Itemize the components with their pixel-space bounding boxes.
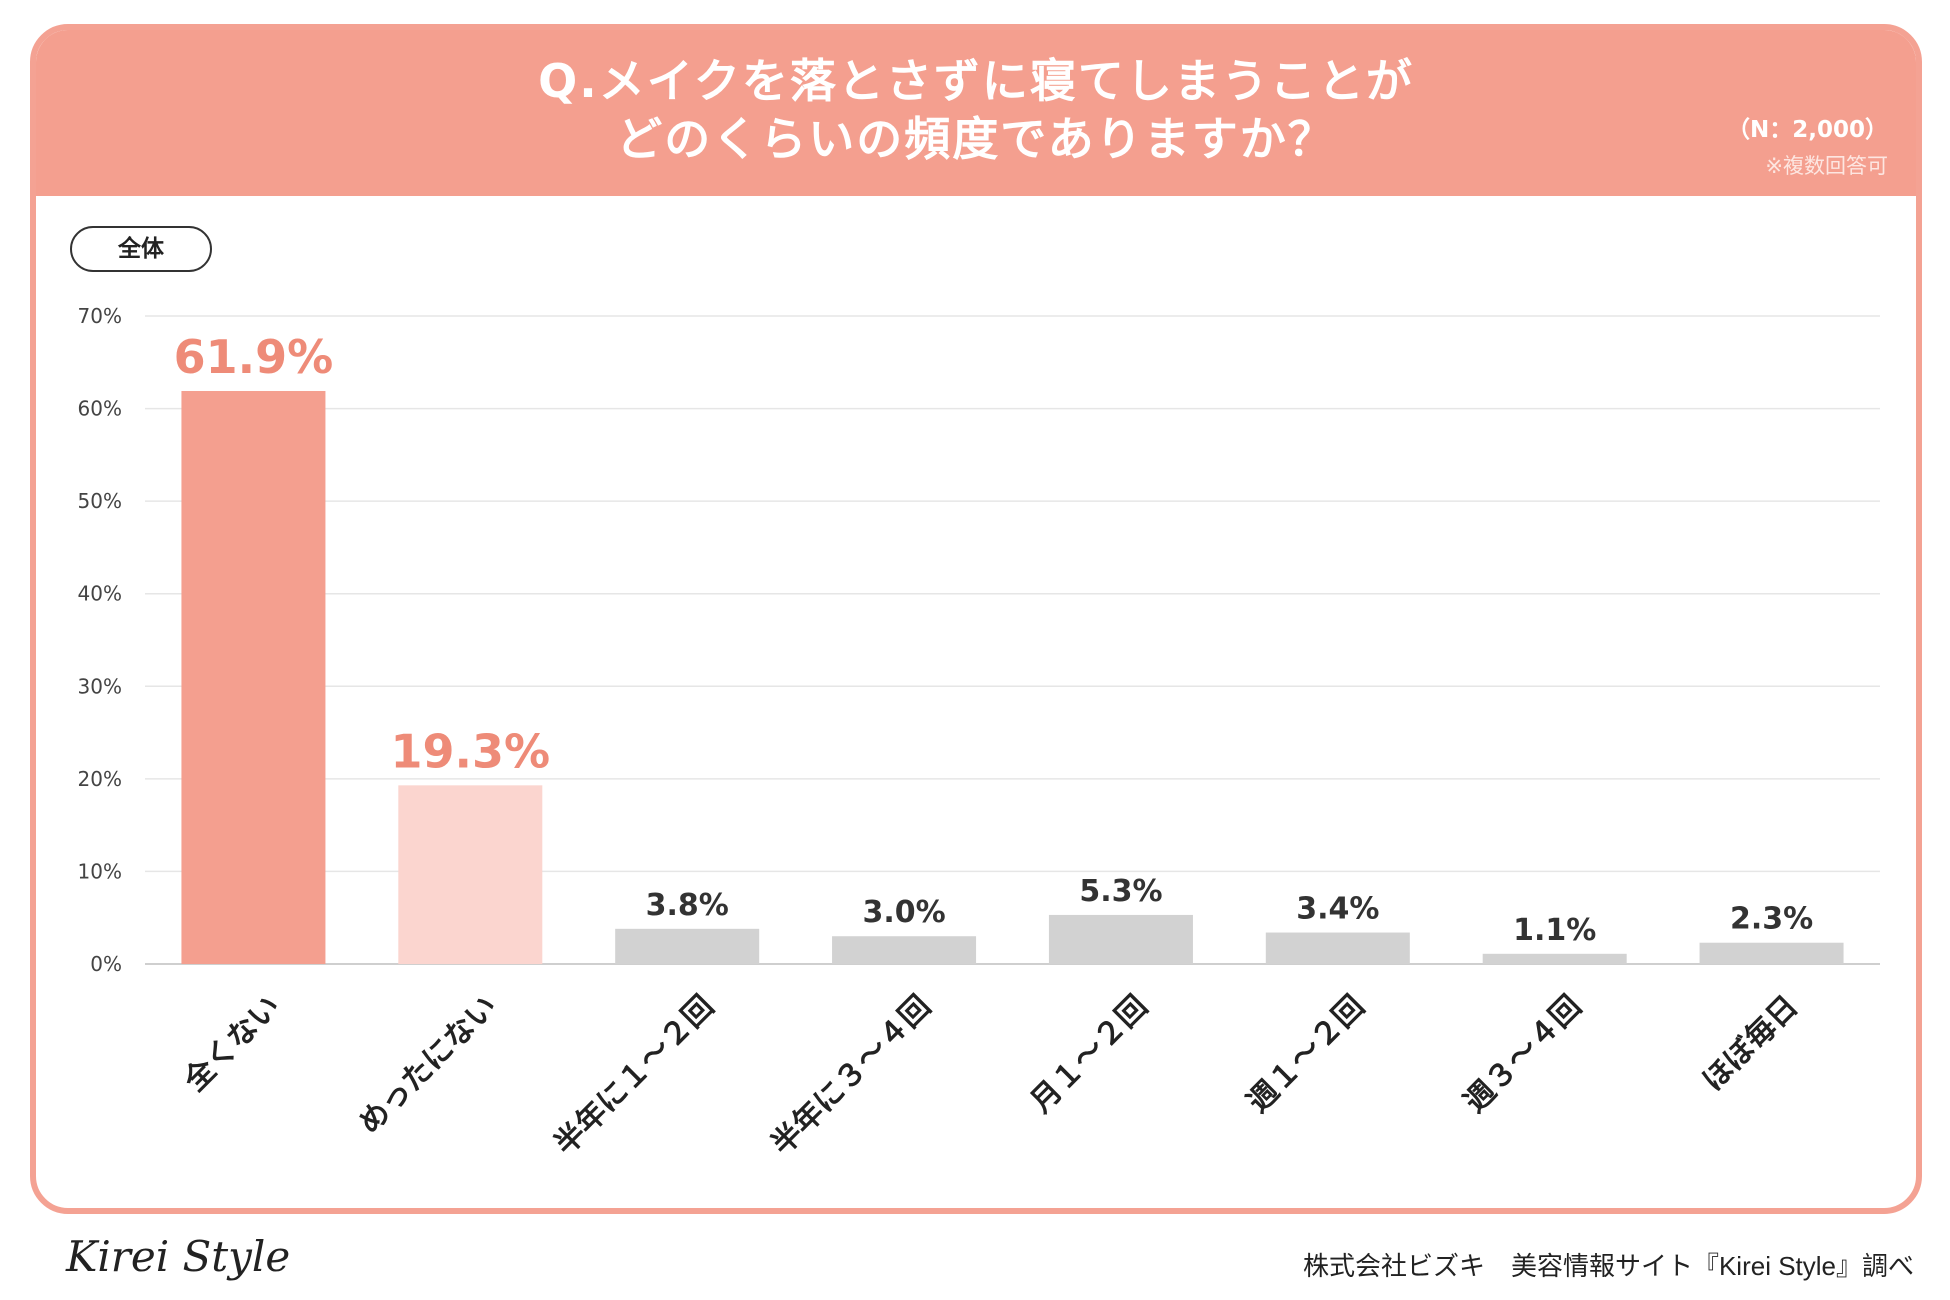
- bar: [832, 936, 977, 964]
- x-tick-label: 週１～２回: [1241, 989, 1372, 1120]
- question-title-line2: どのくらいの頻度でありますか？: [616, 112, 1336, 166]
- bar: [1482, 953, 1627, 964]
- y-tick-label: 60%: [78, 397, 122, 421]
- x-tick-label: 半年に３～４回: [764, 989, 937, 1162]
- header-banner: Q.メイクを落とさずに寝てしまうことが どのくらいの頻度でありますか？ （N：2…: [36, 30, 1916, 196]
- data-label: 1.1%: [1513, 913, 1596, 948]
- y-tick-label: 50%: [78, 489, 122, 513]
- data-label: 2.3%: [1730, 902, 1813, 937]
- brand-logo: Kirei Style: [66, 1232, 291, 1281]
- source-credit: 株式会社ビズキ 美容情報サイト『Kirei Style』調べ: [1302, 1251, 1914, 1281]
- data-label: 3.4%: [1296, 892, 1379, 927]
- x-tick-label: 月１～２回: [1024, 989, 1155, 1120]
- bar: [1265, 932, 1410, 964]
- y-tick-label: 0%: [90, 952, 122, 976]
- data-label: 5.3%: [1079, 874, 1162, 909]
- question-title: Q.メイクを落とさずに寝てしまうことが どのくらいの頻度でありますか？: [36, 52, 1916, 168]
- bar: [1048, 914, 1193, 964]
- data-label: 19.3%: [391, 724, 551, 778]
- question-title-line1: Q.メイクを落とさずに寝てしまうことが: [538, 54, 1414, 108]
- bar: [181, 390, 326, 964]
- y-tick-label: 40%: [78, 582, 122, 606]
- data-label: 61.9%: [174, 330, 334, 384]
- y-tick-label: 20%: [78, 767, 122, 791]
- chart-card: Q.メイクを落とさずに寝てしまうことが どのくらいの頻度でありますか？ （N：2…: [30, 24, 1922, 1214]
- x-tick-label: 週３～４回: [1458, 989, 1589, 1120]
- data-label: 3.0%: [862, 895, 945, 930]
- bar: [615, 928, 760, 964]
- y-tick-label: 30%: [78, 674, 122, 698]
- bar: [398, 785, 543, 964]
- bar: [1699, 942, 1844, 964]
- multiple-answer-note: ※複数回答可: [1765, 154, 1888, 178]
- x-tick-label: めったにない: [352, 989, 504, 1141]
- data-label: 3.8%: [646, 888, 729, 923]
- x-tick-label: 全くない: [177, 989, 287, 1099]
- sample-size: （N：2,000）: [1727, 117, 1888, 143]
- x-tick-label: 半年に１～２回: [548, 989, 721, 1162]
- y-tick-label: 70%: [78, 304, 122, 328]
- segment-pill: 全体: [70, 226, 212, 272]
- y-tick-label: 10%: [78, 859, 122, 883]
- x-tick-label: ほぼ毎日: [1696, 989, 1806, 1099]
